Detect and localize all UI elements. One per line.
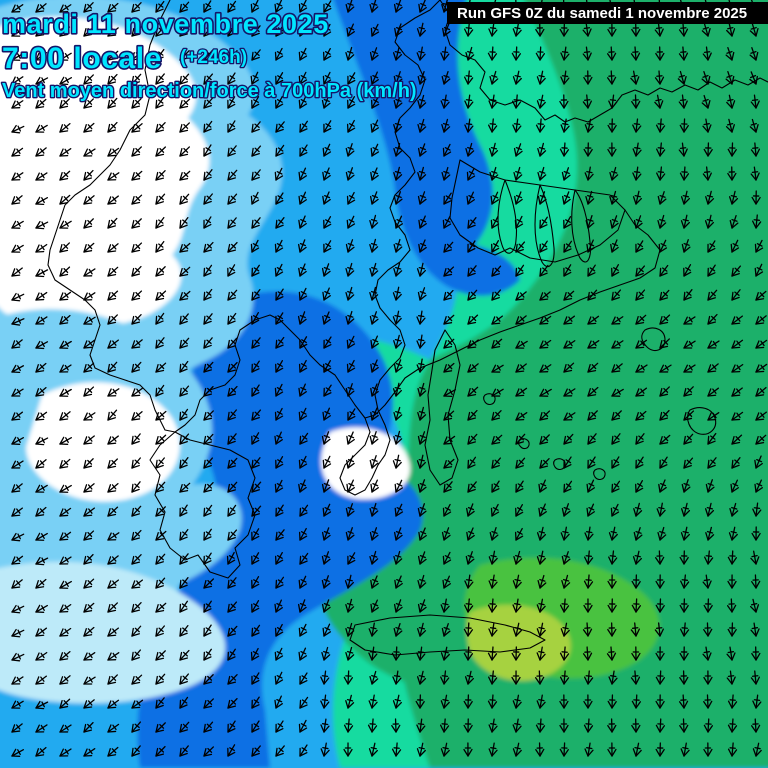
svg-text:7:00 locale: 7:00 locale bbox=[2, 42, 162, 75]
svg-text:Run GFS 0Z du samedi 1 novembr: Run GFS 0Z du samedi 1 novembre 2025 bbox=[457, 5, 747, 22]
svg-text:(+246h): (+246h) bbox=[180, 47, 247, 68]
svg-text:mardi 11 novembre 2025: mardi 11 novembre 2025 bbox=[2, 9, 329, 39]
svg-text:Vent moyen direction/force à 7: Vent moyen direction/force à 700hPa (km/… bbox=[2, 80, 417, 102]
